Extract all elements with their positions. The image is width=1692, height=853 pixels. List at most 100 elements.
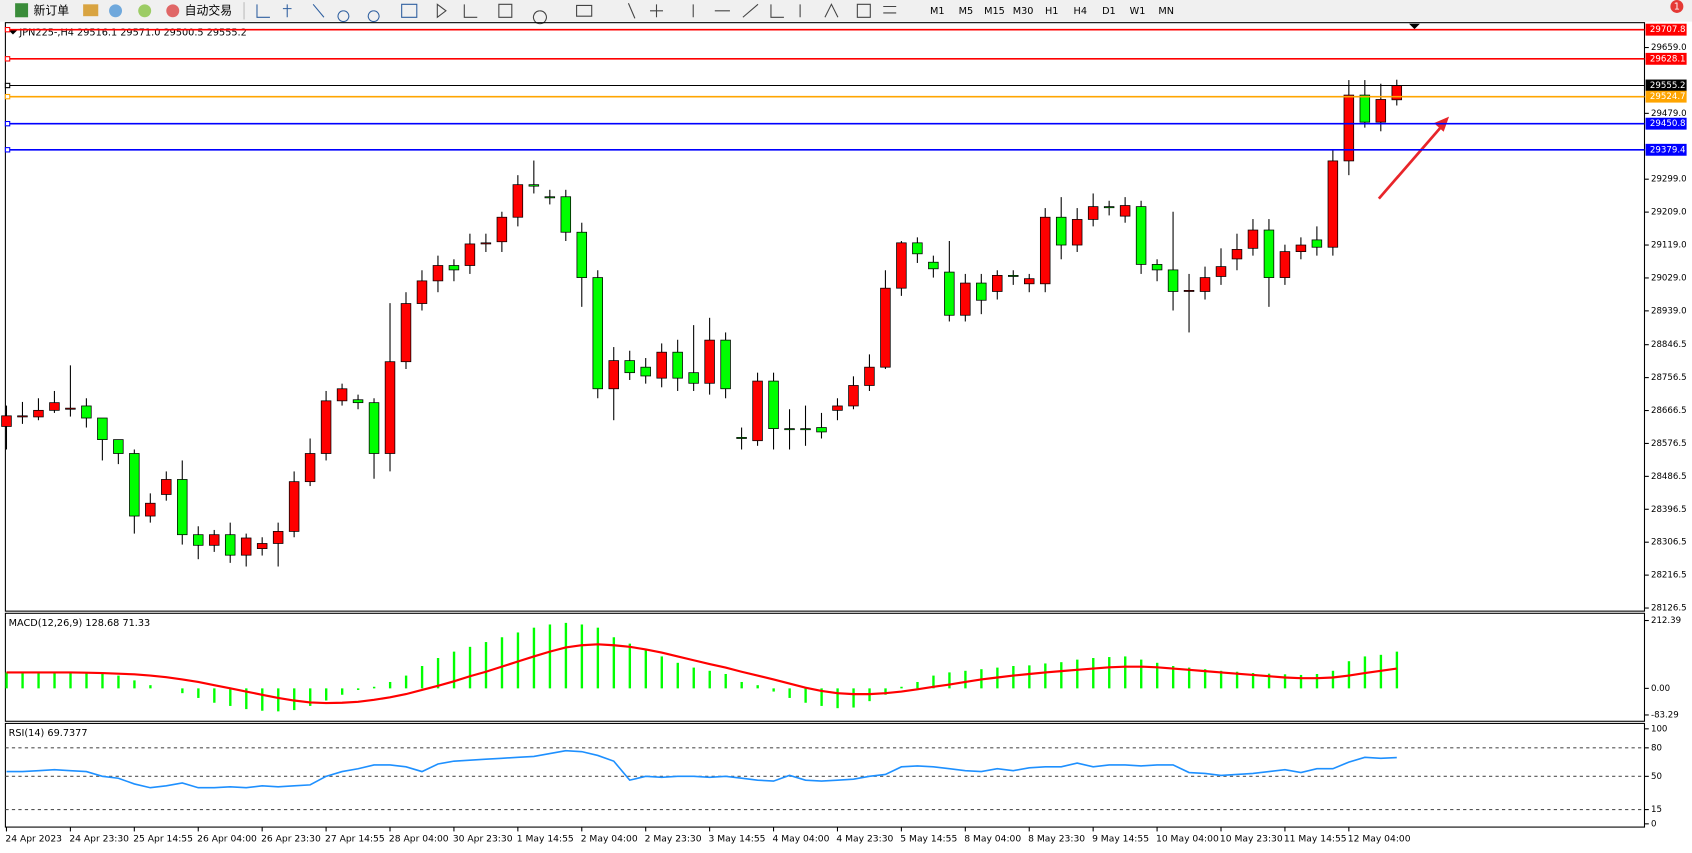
macd-bar	[133, 680, 136, 689]
macd-bar	[612, 637, 616, 689]
x-tick-label: 3 May 14:55	[709, 833, 766, 844]
timeframe-button[interactable]: W1	[1130, 6, 1146, 17]
y-tick-label: 29119.0	[1651, 241, 1687, 251]
notification-count: 1	[1674, 1, 1680, 12]
tool-icon[interactable]	[138, 4, 152, 18]
y-tick-label: 15	[1651, 805, 1662, 815]
macd-bar	[1251, 673, 1255, 689]
macd-bar	[1171, 666, 1175, 689]
macd-bar	[676, 662, 679, 689]
macd-bar	[964, 670, 967, 689]
candle-body	[512, 184, 524, 218]
new-order-icon[interactable]	[15, 3, 29, 18]
level-label: 29555.2	[1650, 81, 1686, 91]
toolbar-group: 新订单 自动交易 M1 M5 M15 M30 H1 H4 D1 W1 MN 1	[15, 0, 1684, 25]
candle-body	[193, 534, 204, 546]
x-tick-label: 25 Apr 14:55	[133, 833, 193, 844]
timeframe-button[interactable]: MN	[1158, 6, 1174, 17]
y-tick-label: 29659.0	[1651, 43, 1687, 53]
level-label-box	[1645, 143, 1687, 156]
timeframe-button[interactable]: M1	[930, 6, 945, 17]
macd-bar	[644, 650, 647, 689]
macd-bar	[724, 673, 727, 689]
candle-body	[1391, 85, 1403, 101]
macd-bar	[388, 681, 392, 689]
candle-body	[704, 339, 715, 384]
candle-body	[672, 351, 683, 379]
y-tick-label: 28216.5	[1651, 571, 1687, 581]
candle-body	[560, 196, 572, 233]
candle-body	[608, 360, 619, 390]
candle-body	[17, 415, 28, 418]
macd-bar	[820, 688, 823, 706]
macd-bar	[884, 688, 887, 695]
candle-body	[288, 481, 300, 532]
new-order-button[interactable]: 新订单	[33, 3, 69, 17]
macd-bar	[53, 672, 56, 689]
macd-bar	[452, 651, 456, 689]
candle-body	[480, 242, 492, 245]
macd-bar	[37, 672, 40, 689]
candle-body	[368, 402, 380, 454]
macd-bar	[1331, 670, 1335, 689]
macd-bar	[101, 673, 104, 689]
candle-body	[800, 428, 811, 431]
candle-body	[65, 407, 76, 410]
timeframe-button[interactable]: H4	[1074, 6, 1087, 17]
macd-bar	[117, 675, 120, 689]
tool-icon[interactable]	[83, 4, 99, 17]
macd-bar	[468, 646, 472, 689]
candle-body	[1024, 278, 1035, 285]
timeframe-button[interactable]: M30	[1013, 6, 1034, 17]
x-tick-label: 10 May 04:00	[1156, 833, 1219, 844]
candle-body	[97, 417, 108, 440]
candle-body	[1343, 94, 1355, 162]
auto-trading-button[interactable]: 自动交易	[185, 3, 232, 17]
x-tick-label: 2 May 04:00	[581, 833, 638, 844]
candle-body	[1008, 275, 1019, 277]
macd-bar	[404, 675, 408, 689]
candle-body	[1215, 266, 1227, 277]
timeframe-button[interactable]: M5	[959, 6, 974, 17]
timeframe-button[interactable]: M15	[984, 6, 1005, 17]
y-tick-label: 29209.0	[1651, 208, 1687, 218]
y-tick-label: 50	[1651, 772, 1662, 782]
x-tick-label: 8 May 04:00	[964, 833, 1021, 844]
macd-bar	[948, 672, 951, 689]
timeframe-button[interactable]: D1	[1102, 6, 1116, 17]
tool-icon[interactable]	[109, 4, 123, 18]
candle-body	[912, 242, 923, 255]
rsi-label: RSI(14) 69.7377	[9, 728, 88, 739]
macd-bar	[596, 627, 600, 689]
candle-body	[992, 275, 1003, 292]
candle-body	[592, 277, 603, 390]
y-tick-label: 0	[1651, 819, 1657, 829]
macd-bar	[1012, 666, 1015, 689]
x-tick-label: 1 May 14:55	[517, 833, 574, 844]
x-tick-label: 5 May 14:55	[900, 833, 957, 844]
chart-tools[interactable]	[256, 3, 418, 23]
y-tick-label: 29029.0	[1651, 273, 1687, 283]
macd-bar	[1219, 670, 1223, 689]
y-tick-label: 28396.5	[1651, 505, 1687, 515]
macd-bar	[1267, 673, 1271, 689]
level-label: 29707.8	[1650, 25, 1686, 35]
x-tick-label: 8 May 23:30	[1028, 833, 1085, 844]
candle-body	[1055, 216, 1067, 246]
x-tick-label: 4 May 23:30	[836, 833, 893, 844]
macd-bar	[21, 672, 24, 689]
level-handle	[4, 26, 11, 33]
auto-trading-icon[interactable]	[166, 4, 180, 18]
candle-body	[161, 479, 172, 495]
candle-body	[49, 402, 60, 411]
candle-body	[416, 280, 428, 304]
level-handle	[4, 120, 11, 127]
timeframe-button[interactable]: H1	[1045, 6, 1058, 17]
macd-bar	[261, 688, 264, 711]
macd-bar	[1315, 673, 1319, 689]
drawing-tools[interactable]	[436, 3, 897, 25]
macd-bar	[1299, 674, 1303, 689]
x-tick-label: 2 May 23:30	[645, 833, 702, 844]
macd-bar	[900, 686, 903, 689]
notification-badge[interactable]	[1670, 0, 1684, 13]
